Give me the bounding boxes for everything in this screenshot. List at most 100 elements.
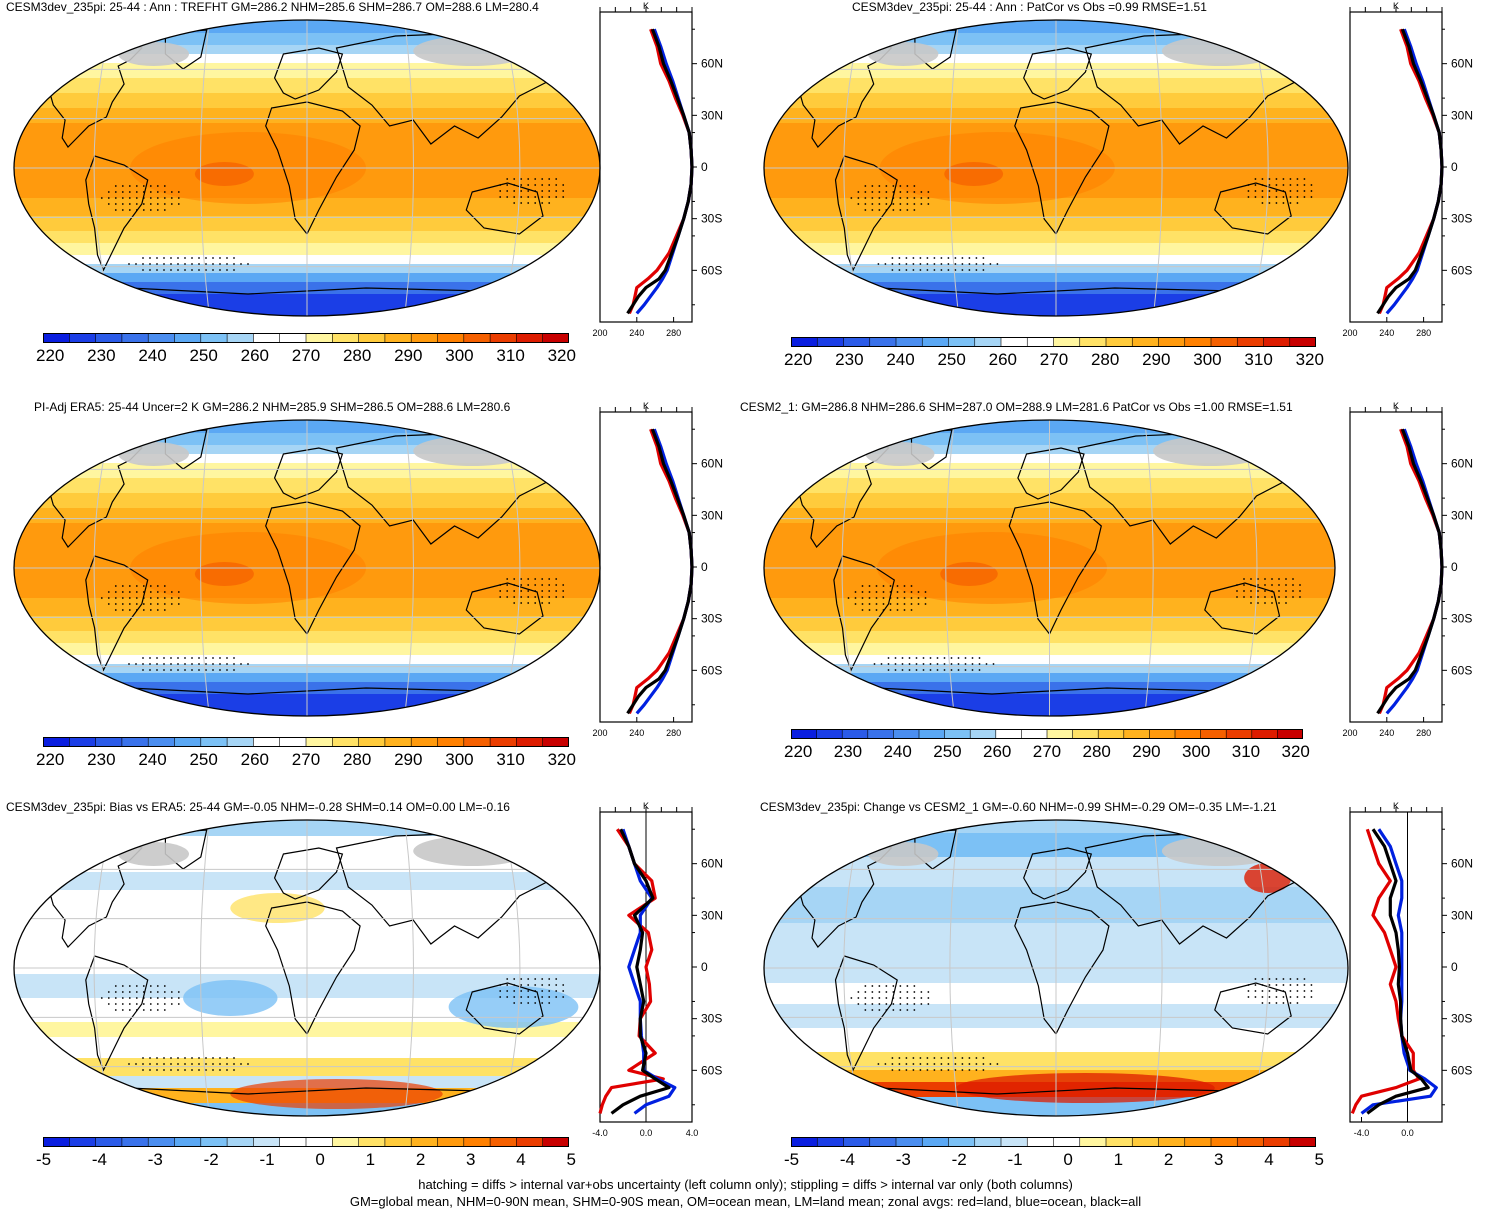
stipple-dot — [854, 597, 857, 599]
stipple-dot — [541, 978, 544, 980]
stipple-dot — [520, 584, 523, 586]
profile-series-all — [626, 428, 694, 715]
stipple-dot — [555, 178, 558, 180]
colorbar-tick-label: 290 — [1142, 350, 1171, 369]
colorbar-swatch — [411, 333, 438, 343]
stipple-dot — [142, 591, 145, 593]
masked-land — [1161, 36, 1280, 66]
colorbar-tick-label: 240 — [138, 346, 167, 365]
stipple-dot — [857, 203, 860, 205]
stipple-dot — [107, 991, 110, 993]
stipple-dot — [1254, 984, 1257, 986]
stipple-dot — [184, 269, 186, 271]
panel-3-colorbar — [791, 729, 1303, 739]
stipple-dot — [864, 997, 867, 999]
stipple-dot — [961, 257, 964, 259]
stipple-dot — [1264, 578, 1266, 580]
stipple-dot — [149, 263, 151, 265]
stipple-dot — [871, 991, 874, 993]
colorbar-swatch — [121, 1137, 149, 1147]
stipple-dot — [871, 197, 874, 199]
stipple-dot — [149, 603, 152, 605]
colorbar-swatch — [1149, 729, 1176, 739]
profile-lat-label: 0 — [701, 960, 708, 974]
stipple-dot — [892, 209, 895, 211]
stipple-dot — [562, 990, 565, 992]
stipple-dot — [149, 597, 152, 599]
profile-unit-label: K — [1393, 401, 1399, 411]
colorbar-tick-label: 240 — [138, 750, 167, 769]
stipple-dot — [926, 1057, 929, 1059]
colorbar-tick-label: 320 — [1295, 350, 1324, 369]
stipple-dot — [901, 669, 904, 671]
stipple-dot — [906, 1003, 909, 1005]
stipple-dot — [964, 669, 967, 671]
stipple-dot — [898, 1063, 901, 1065]
stipple-dot — [527, 984, 530, 986]
colorbar-tick-label: 290 — [394, 750, 423, 769]
stipple-dot — [880, 663, 883, 665]
stipple-dot — [506, 178, 509, 180]
profile-frame — [1349, 411, 1443, 723]
stipple-dot — [875, 597, 878, 599]
stipple-dot — [520, 590, 523, 592]
stipple-dot — [177, 597, 180, 599]
stipple-dot — [950, 663, 953, 665]
profile-lat-label: 30N — [1451, 108, 1473, 122]
stipple-dot — [864, 209, 867, 211]
coastline — [1008, 501, 1102, 636]
colorbar-swatch — [174, 737, 202, 747]
colorbar-swatch — [1123, 729, 1150, 739]
stipple-dot — [868, 603, 871, 605]
colorbar-tick-label: 310 — [496, 750, 525, 769]
colorbar-tick-label: -3 — [895, 1150, 911, 1169]
stipple-dot — [1310, 990, 1313, 992]
masked-land — [1161, 836, 1280, 866]
stipple-dot — [912, 1063, 915, 1065]
colorbar-swatch — [1098, 729, 1125, 739]
stipple-dot — [149, 1069, 151, 1071]
stipple-dot — [1303, 184, 1306, 186]
stipple-dot — [142, 669, 144, 671]
stipple-dot — [978, 663, 981, 665]
stipple-dot — [887, 663, 890, 665]
stipple-dot — [548, 590, 551, 592]
colorbar-swatch — [411, 1137, 438, 1147]
stipple-dot — [513, 978, 516, 980]
stipple-dot — [864, 185, 867, 187]
stipple-dot — [198, 263, 200, 265]
stipple-dot — [177, 263, 179, 265]
stipple-dot — [892, 185, 895, 187]
stipple-dot — [541, 202, 544, 204]
colorbar-swatch — [922, 337, 949, 347]
stipple-dot — [857, 997, 860, 999]
stipple-dot — [878, 191, 881, 193]
stipple-dot — [878, 1009, 881, 1011]
stipple-dot — [864, 191, 867, 193]
stipple-dot — [882, 597, 885, 599]
colorbar-swatch — [95, 737, 123, 747]
stipple-dot — [891, 1057, 894, 1059]
stipple-dot — [212, 257, 214, 259]
stipple-dot — [1285, 602, 1287, 604]
stipple-dot — [1250, 596, 1252, 598]
stipple-dot — [520, 190, 523, 192]
stipple-dot — [499, 190, 502, 192]
stipple-dot — [191, 663, 193, 665]
stipple-dot — [927, 197, 930, 199]
stipple-dot — [177, 203, 180, 205]
stipple-dot — [177, 669, 179, 671]
stipple-dot — [219, 263, 221, 265]
stipple-dot — [541, 996, 544, 998]
stipple-dot — [513, 190, 516, 192]
colorbar-tick-label: 5 — [1314, 1150, 1324, 1169]
profile-x-label: 0.0 — [640, 1128, 653, 1138]
stipple-dot — [527, 996, 530, 998]
stipple-dot — [142, 1063, 144, 1065]
stipple-dot — [968, 1063, 971, 1065]
stipple-dot — [864, 1009, 867, 1011]
profile-unit-label: K — [1393, 801, 1399, 811]
stipple-dot — [1236, 590, 1238, 592]
colorbar-swatch — [1079, 1137, 1107, 1147]
stipple-dot — [212, 1057, 214, 1059]
